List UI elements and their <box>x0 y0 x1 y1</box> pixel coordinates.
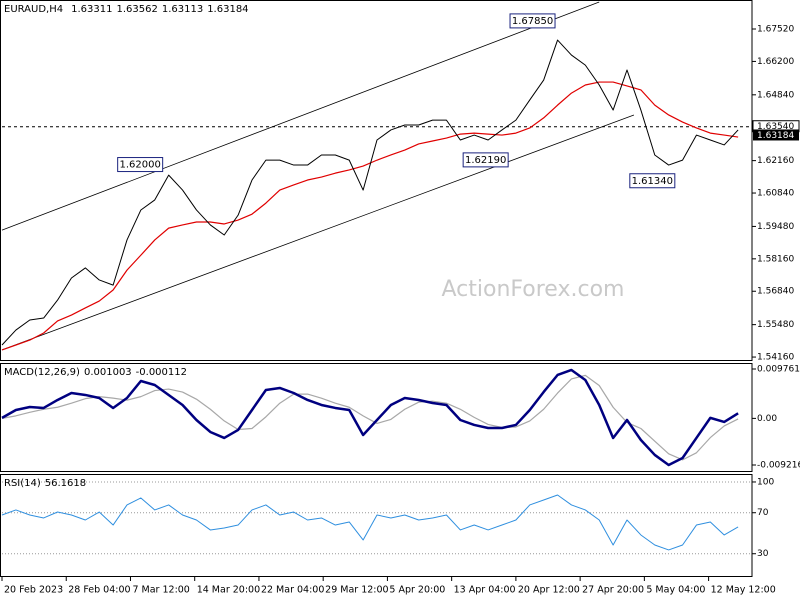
y-tick-label: 1.54160 <box>757 353 794 363</box>
ohlc-value: 1.63184 <box>207 4 248 15</box>
level-label: 1.63540 <box>757 122 794 132</box>
channel-line <box>1 114 635 351</box>
y-tick-label: 1.59480 <box>757 222 794 232</box>
ohlc-value: 1.63113 <box>162 4 203 15</box>
y-tick-label: 100 <box>757 477 774 487</box>
y-tick-label: 0.00 <box>757 414 777 424</box>
x-tick-label: 22 Mar 04:00 <box>261 585 324 596</box>
annotation-box <box>117 157 164 173</box>
y-tick-label: 1.62160 <box>757 156 794 166</box>
panel-header: RSI(14) 56.1618 <box>4 478 86 489</box>
panel-title: MACD(12,26,9) <box>4 367 80 378</box>
annotation-box <box>509 13 556 29</box>
indicator-value: 0.001003 <box>84 367 132 378</box>
y-tick-label: -0.009216 <box>757 460 800 470</box>
channel-line <box>1 1 600 231</box>
y-tick-label: 1.56840 <box>757 287 794 297</box>
x-tick-label: 12 May 12:00 <box>711 585 776 596</box>
watermark: ActionForex.com <box>442 277 625 302</box>
x-tick-label: 14 Mar 20:00 <box>197 585 260 596</box>
panel-title: RSI(14) <box>4 478 41 489</box>
ohlc-value: 1.63562 <box>116 4 157 15</box>
x-tick-label: 5 May 04:00 <box>646 585 705 596</box>
x-tick-label: 29 Mar 12:00 <box>325 585 388 596</box>
y-tick-label: 0.009761 <box>757 365 800 375</box>
annotation-label: 1.62190 <box>465 155 506 166</box>
y-tick-label: 70 <box>757 508 769 518</box>
y-tick-label: 1.67520 <box>757 25 794 35</box>
y-tick-label: 1.66200 <box>757 57 794 67</box>
price-label: 1.63184 <box>757 131 794 141</box>
panel-frame <box>0 363 753 472</box>
series-line <box>1 81 739 351</box>
annotation-label: 1.62000 <box>119 160 160 171</box>
panel-frame <box>0 474 753 577</box>
indicator-value: 56.1618 <box>45 478 86 489</box>
x-tick-label: 13 Apr 04:00 <box>454 585 516 596</box>
x-tick-label: 5 Apr 20:00 <box>389 585 445 596</box>
panel-title: EURAUD,H4 <box>4 4 63 15</box>
series-line <box>1 39 739 346</box>
annotation-label: 1.61340 <box>632 176 673 187</box>
panel-header: MACD(12,26,9) 0.001003 -0.000112 <box>4 367 187 378</box>
panel-header: EURAUD,H4 1.63311 1.63562 1.63113 1.63184 <box>4 4 249 15</box>
x-tick-label: 20 Feb 2023 <box>4 585 63 596</box>
series-line <box>1 494 739 551</box>
annotation-label: 1.67850 <box>512 16 553 27</box>
y-tick-label: 1.58160 <box>757 254 794 264</box>
x-tick-label: 28 Feb 04:00 <box>68 585 130 596</box>
price-label-box <box>753 129 799 141</box>
y-tick-label: 1.60840 <box>757 189 794 199</box>
annotation-box <box>629 173 676 189</box>
x-tick-label: 7 Mar 12:00 <box>132 585 189 596</box>
y-tick-label: 1.55480 <box>757 320 794 330</box>
indicator-value: -0.000112 <box>136 367 187 378</box>
x-tick-label: 20 Apr 12:00 <box>518 585 580 596</box>
annotation-box <box>462 152 509 168</box>
panel-frame <box>0 0 753 361</box>
y-tick-label: 30 <box>757 549 769 559</box>
ohlc-value: 1.63311 <box>71 4 112 15</box>
series-line <box>1 368 739 467</box>
y-tick-label: 1.64840 <box>757 90 794 100</box>
x-tick-label: 27 Apr 20:00 <box>582 585 644 596</box>
